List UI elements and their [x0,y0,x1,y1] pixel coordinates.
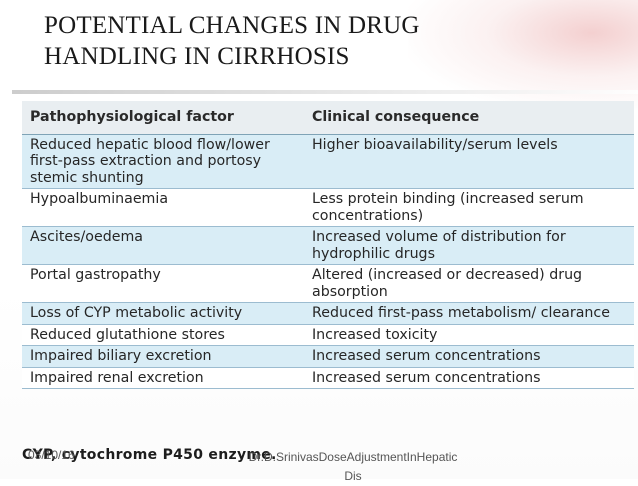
table-row: Hypoalbuminaemia Less protein binding (i… [22,188,634,227]
table-cell-factor: Impaired renal excretion [22,367,304,389]
slide-title: POTENTIAL CHANGES IN DRUG HANDLING IN CI… [44,12,420,70]
table-cell-consequence: Reduced first-pass metabolism/ clearance [304,302,634,325]
table-footnote: CYP, cytochrome P450 enzyme. [22,447,277,463]
table-row: Ascites/oedema Increased volume of distr… [22,226,634,265]
decorative-strip [12,90,638,94]
table-cell-factor: Portal gastropathy [22,264,304,303]
footer-center-text: Dr.D.SrinivasDoseAdjustmentInHepaticDis [248,450,458,483]
table-row: Reduced hepatic blood flow/lower first-p… [22,134,634,189]
column-header-consequence: Clinical consequence [304,101,634,135]
table-cell-factor: Loss of CYP metabolic activity [22,302,304,325]
table-row: Impaired renal excretion Increased serum… [22,367,634,389]
table-cell-consequence: Higher bioavailability/serum levels [304,134,634,189]
table-cell-consequence: Increased serum concentrations [304,345,634,368]
table-cell-consequence: Increased volume of distribution for hyd… [304,226,634,265]
table-cell-consequence: Less protein binding (increased serum co… [304,188,634,227]
table-cell-factor: Hypoalbuminaemia [22,188,304,227]
table-image: Pathophysiological factor Clinical conse… [22,101,634,461]
drug-handling-table: Pathophysiological factor Clinical conse… [22,101,634,389]
table-cell-factor: Impaired biliary excretion [22,345,304,368]
table-cell-consequence: Altered (increased or decreased) drug ab… [304,264,634,303]
table-row: Loss of CYP metabolic activity Reduced f… [22,302,634,325]
table-cell-consequence: Increased serum concentrations [304,367,634,389]
table-row: Portal gastropathy Altered (increased or… [22,264,634,303]
table-cell-factor: Reduced hepatic blood flow/lower first-p… [22,134,304,189]
column-header-factor: Pathophysiological factor [22,101,304,135]
table-cell-factor: Reduced glutathione stores [22,324,304,346]
table-header-row: Pathophysiological factor Clinical conse… [22,101,634,135]
table-cell-factor: Ascites/oedema [22,226,304,265]
table-row: Reduced glutathione stores Increased tox… [22,324,634,346]
table-cell-consequence: Increased toxicity [304,324,634,346]
footer-date: 03/10/16 [28,448,75,462]
table-row: Impaired biliary excretion Increased ser… [22,345,634,368]
